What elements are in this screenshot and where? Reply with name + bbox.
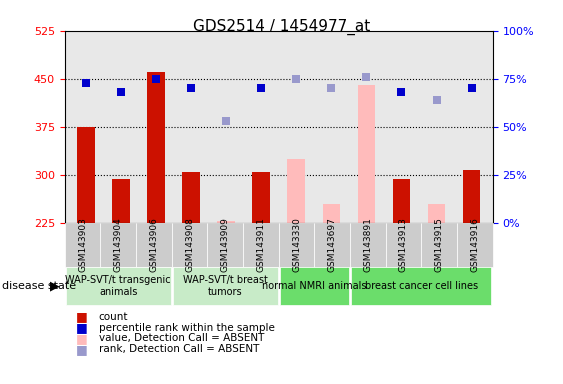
Text: percentile rank within the sample: percentile rank within the sample: [99, 323, 274, 333]
Text: normal NMRI animals: normal NMRI animals: [262, 281, 367, 291]
Bar: [147, 72, 165, 223]
Text: disease state: disease state: [2, 281, 76, 291]
Text: GDS2514 / 1454977_at: GDS2514 / 1454977_at: [193, 19, 370, 35]
Text: GSM143891: GSM143891: [363, 217, 372, 272]
Bar: [463, 170, 480, 223]
Bar: [252, 172, 270, 223]
Text: GSM143904: GSM143904: [114, 217, 123, 272]
Bar: [77, 127, 95, 223]
Text: GSM143911: GSM143911: [256, 217, 265, 272]
Text: GSM143906: GSM143906: [149, 217, 158, 272]
Bar: [428, 204, 445, 223]
Text: GSM143909: GSM143909: [221, 217, 230, 272]
Bar: [392, 179, 410, 223]
Bar: [288, 159, 305, 223]
Text: WAP-SVT/t breast
tumors: WAP-SVT/t breast tumors: [183, 275, 267, 297]
Text: ▶: ▶: [50, 280, 59, 293]
Text: GSM143916: GSM143916: [470, 217, 479, 272]
Text: GSM143903: GSM143903: [78, 217, 87, 272]
Text: GSM143330: GSM143330: [292, 217, 301, 272]
Text: ■: ■: [76, 332, 87, 345]
Bar: [323, 204, 340, 223]
Bar: [182, 172, 200, 223]
Bar: [112, 179, 129, 223]
Text: ■: ■: [76, 343, 87, 356]
Bar: [217, 221, 235, 223]
Text: GSM143908: GSM143908: [185, 217, 194, 272]
Text: count: count: [99, 312, 128, 322]
Text: GSM143697: GSM143697: [328, 217, 337, 272]
Text: rank, Detection Call = ABSENT: rank, Detection Call = ABSENT: [99, 344, 259, 354]
Text: GSM143915: GSM143915: [435, 217, 444, 272]
Text: ■: ■: [76, 321, 87, 334]
Text: WAP-SVT/t transgenic
animals: WAP-SVT/t transgenic animals: [65, 275, 171, 297]
Text: value, Detection Call = ABSENT: value, Detection Call = ABSENT: [99, 333, 264, 343]
Bar: [358, 85, 375, 223]
Text: GSM143913: GSM143913: [399, 217, 408, 272]
Text: breast cancer cell lines: breast cancer cell lines: [365, 281, 478, 291]
Text: ■: ■: [76, 310, 87, 323]
